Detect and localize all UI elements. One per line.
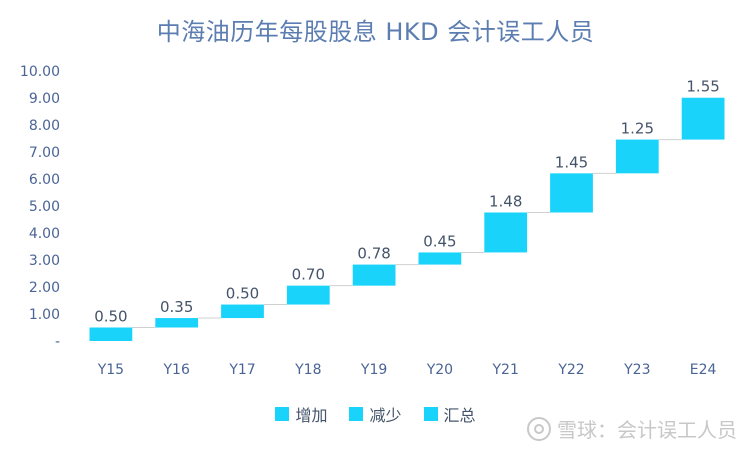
x-tick-label: Y20 (426, 362, 453, 378)
data-label: 1.48 (489, 192, 522, 210)
bar (286, 285, 330, 305)
bar (155, 318, 199, 328)
y-tick-label: 5.00 (29, 199, 60, 215)
y-tick-label: - (55, 334, 60, 350)
x-tick-label: E24 (690, 362, 717, 378)
data-label: 0.50 (226, 285, 259, 303)
bar (89, 327, 133, 341)
x-tick-label: Y18 (294, 362, 321, 378)
x-tick-label: Y21 (492, 362, 519, 378)
legend-label-decrease: 减少 (369, 406, 402, 425)
data-label: 1.45 (555, 153, 588, 171)
y-tick-label: 4.00 (29, 226, 60, 242)
x-tick-label: Y23 (623, 362, 650, 378)
legend-swatch-increase (275, 407, 290, 421)
bar (352, 264, 396, 286)
bar (615, 139, 659, 174)
x-tick-label: Y19 (360, 362, 387, 378)
data-label: 0.50 (94, 308, 127, 326)
legend: 增加 减少 汇总 (0, 402, 751, 426)
bar (418, 252, 462, 265)
y-tick-label: 1.00 (29, 307, 60, 323)
x-tick-label: Y22 (557, 362, 584, 378)
snowball-logo-icon (527, 416, 551, 441)
watermark: 雪球：会计误工人员 (527, 414, 737, 443)
connector-lines (132, 139, 682, 328)
watermark-text: 雪球：会计误工人员 (557, 418, 737, 442)
legend-swatch-decrease (349, 407, 364, 421)
bar (221, 304, 264, 319)
y-tick-label: 9.00 (29, 91, 60, 107)
y-tick-label: 2.00 (29, 280, 60, 296)
y-axis: - 1.00 2.00 3.00 4.00 5.00 6.00 7.00 8.00 9.00 10.… (20, 64, 60, 350)
legend-item-decrease[interactable]: 减少 (349, 402, 402, 426)
legend-label-total: 汇总 (443, 406, 476, 425)
y-tick-label: 8.00 (29, 118, 60, 134)
legend-swatch-total (423, 407, 438, 421)
x-tick-label: Y15 (97, 362, 124, 378)
bars (89, 97, 725, 341)
legend-item-total[interactable]: 汇总 (423, 402, 476, 426)
x-tick-label: Y17 (228, 362, 255, 378)
data-label: 0.45 (423, 232, 456, 250)
data-label: 0.35 (160, 298, 193, 316)
y-tick-label: 7.00 (29, 145, 60, 161)
y-tick-label: 10.00 (20, 64, 60, 80)
y-tick-label: 6.00 (29, 172, 60, 188)
data-label: 1.25 (621, 120, 654, 138)
legend-label-increase: 增加 (295, 406, 328, 425)
bar (484, 212, 528, 253)
bar (550, 173, 593, 213)
bar (681, 97, 725, 140)
legend-item-increase[interactable]: 增加 (275, 402, 327, 426)
x-tick-label: Y16 (163, 362, 190, 378)
data-label: 1.55 (686, 78, 719, 96)
data-labels: 0.50 0.35 0.50 0.70 0.78 0.45 1.48 1.45 1.25 1.55 (94, 78, 720, 326)
y-tick-label: 3.00 (29, 253, 60, 269)
data-label: 0.78 (357, 245, 390, 263)
data-label: 0.70 (292, 266, 325, 284)
chart-title: 中海油历年每股股息 HKD 会计误工人员 (156, 18, 595, 46)
x-axis: Y15 Y16 Y17 Y18 Y19 Y20 Y21 Y22 Y23 E24 (97, 362, 717, 378)
